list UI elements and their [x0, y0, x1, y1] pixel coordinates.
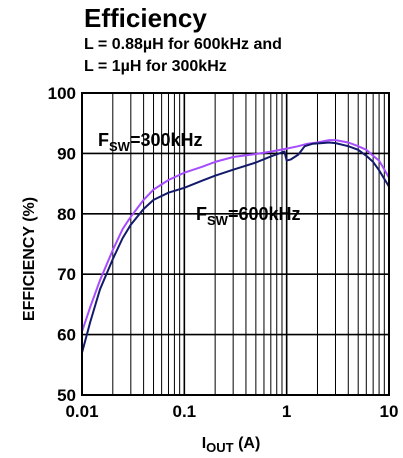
y-tick-label: 60	[57, 326, 76, 345]
annotation-600-sub: SW	[207, 213, 229, 228]
x-axis-label-suffix: (A)	[234, 435, 261, 452]
chart-subtitle-line-1: L = 0.88µH for 600kHz and	[84, 36, 282, 53]
x-tick-label: 0.1	[173, 402, 197, 421]
x-axis-label-base: I	[202, 435, 206, 452]
plot-frame	[81, 92, 390, 396]
y-tick-label: 80	[57, 205, 76, 224]
series-layer	[81, 139, 390, 353]
series-line-sw600	[81, 141, 390, 353]
annotation-300-sub: SW	[109, 139, 131, 154]
y-axis-label: EFFICIENCY (%)	[21, 197, 38, 321]
annotation-600-f: F	[196, 204, 207, 224]
x-tick-label: 1	[282, 402, 291, 421]
x-axis-label-sub: OUT	[206, 440, 234, 455]
annotation-300-value: =300kHz	[130, 130, 203, 150]
chart-subtitle-line-2: L = 1µH for 300kHz	[84, 58, 227, 75]
x-tick-label: 0.01	[65, 402, 98, 421]
y-tick-label: 50	[57, 386, 76, 405]
x-axis-label: IOUT (A)	[202, 435, 261, 455]
x-tick-labels: 0.01 0.1 1 10	[65, 402, 398, 421]
annotation-fsw-300khz: FSW=300kHz	[98, 130, 203, 154]
annotation-fsw-600khz: FSW=600kHz	[196, 204, 301, 228]
y-tick-labels: 50 60 70 80 90 100	[48, 84, 76, 405]
y-tick-label: 100	[48, 84, 76, 103]
annotation-600-value: =600kHz	[228, 204, 301, 224]
x-tick-label: 10	[380, 402, 399, 421]
annotation-300-f: F	[98, 130, 109, 150]
y-tick-label: 90	[57, 144, 76, 163]
chart-title: Efficiency	[84, 3, 207, 33]
y-tick-label: 70	[57, 265, 76, 284]
series-line-sw300	[81, 139, 390, 332]
